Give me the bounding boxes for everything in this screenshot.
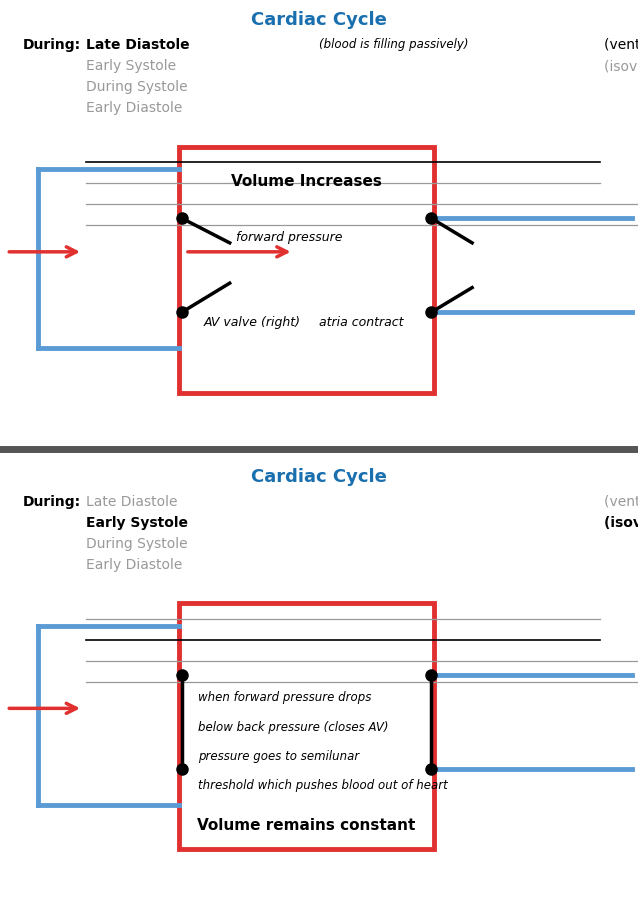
Text: Volume Increases: Volume Increases (231, 173, 382, 189)
Text: forward pressure: forward pressure (236, 230, 343, 244)
Text: During Systole: During Systole (86, 80, 188, 94)
Text: Volume remains constant: Volume remains constant (197, 817, 415, 833)
Text: threshold which pushes blood out of heart: threshold which pushes blood out of hear… (198, 777, 447, 791)
Text: During Systole: During Systole (86, 536, 188, 550)
Text: (ventricular relaxation/filling): (ventricular relaxation/filling) (604, 494, 638, 508)
Text: During:: During: (22, 494, 80, 508)
Text: (blood is filling passively): (blood is filling passively) (319, 38, 468, 51)
Text: when forward pressure drops: when forward pressure drops (198, 691, 371, 703)
Text: Cardiac Cycle: Cardiac Cycle (251, 11, 387, 29)
Text: Early Diastole: Early Diastole (86, 101, 182, 115)
Text: Early Systole: Early Systole (86, 59, 176, 73)
Text: AV valve (right): AV valve (right) (204, 315, 301, 329)
Text: atria contract: atria contract (319, 315, 403, 329)
Text: Cardiac Cycle: Cardiac Cycle (251, 467, 387, 485)
Bar (179, 147, 434, 394)
Text: During:: During: (22, 38, 80, 52)
Text: below back pressure (closes AV): below back pressure (closes AV) (198, 720, 389, 732)
Text: Late Diastole: Late Diastole (86, 494, 177, 508)
Text: (isovolumetric ventricular contraction): (isovolumetric ventricular contraction) (604, 59, 638, 73)
Text: pressure goes to semilunar: pressure goes to semilunar (198, 749, 359, 762)
Text: (ventricular relaxation/filling): (ventricular relaxation/filling) (604, 38, 638, 52)
Text: Early Systole: Early Systole (86, 515, 188, 529)
Text: Early Diastole: Early Diastole (86, 557, 182, 571)
Text: Late Diastole: Late Diastole (86, 38, 189, 52)
Bar (179, 603, 434, 850)
Text: (isovolumetric ventricular contraction): (isovolumetric ventricular contraction) (604, 515, 638, 529)
